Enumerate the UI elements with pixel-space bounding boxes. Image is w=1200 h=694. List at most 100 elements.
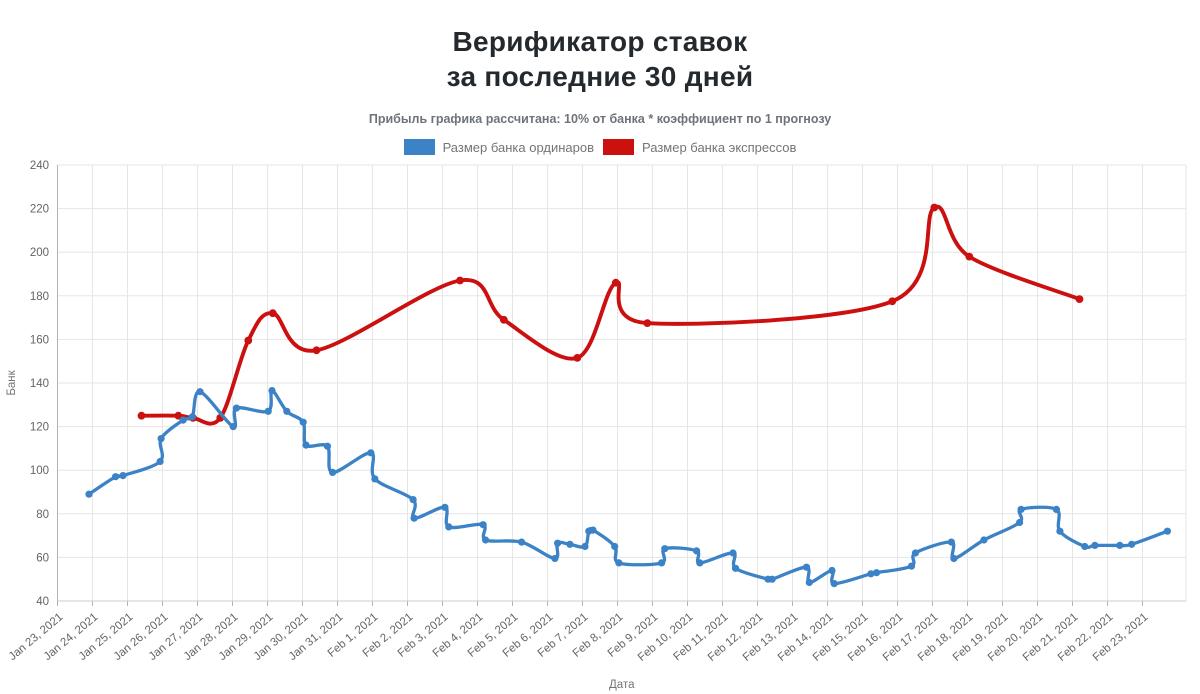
legend-label: Размер банка экспрессов — [642, 139, 797, 155]
legend-item-express[interactable]: Размер банка экспрессов — [603, 139, 796, 155]
series-point-express[interactable] — [312, 346, 321, 355]
series-point-ordinary[interactable] — [1128, 540, 1136, 548]
series-point-ordinary[interactable] — [950, 554, 958, 563]
series-point-ordinary[interactable] — [179, 416, 187, 424]
series-point-ordinary[interactable] — [615, 559, 623, 567]
y-axis-tick-label: 220 — [30, 204, 49, 216]
series-point-ordinary[interactable] — [830, 580, 838, 588]
series-point-ordinary[interactable] — [828, 566, 836, 575]
y-axis-tick-label: 200 — [30, 247, 49, 259]
series-point-express[interactable] — [930, 203, 939, 212]
series-point-ordinary[interactable] — [1017, 505, 1025, 513]
page-title-line1: Верификатор ставок — [452, 26, 748, 57]
series-point-ordinary[interactable] — [661, 545, 669, 553]
series-point-ordinary[interactable] — [441, 503, 449, 511]
series-point-ordinary[interactable] — [872, 569, 881, 577]
y-axis-tick-label: 80 — [36, 509, 49, 521]
series-line-ordinary[interactable] — [87, 388, 1170, 586]
y-axis-title: Банк — [6, 369, 18, 395]
series-point-ordinary[interactable] — [323, 442, 331, 450]
y-axis-tick-label: 100 — [30, 465, 49, 477]
series-point-express[interactable] — [611, 278, 620, 287]
series-point-express[interactable] — [643, 319, 652, 327]
series-point-ordinary[interactable] — [658, 559, 666, 567]
legend-swatch-icon — [603, 139, 635, 155]
series-point-ordinary[interactable] — [268, 387, 276, 395]
series-point-ordinary[interactable] — [119, 472, 127, 480]
series-point-ordinary[interactable] — [554, 539, 562, 547]
series-point-express[interactable] — [888, 297, 897, 306]
series-point-ordinary[interactable] — [232, 404, 240, 412]
series-point-ordinary[interactable] — [85, 490, 93, 498]
series-point-ordinary[interactable] — [980, 536, 988, 544]
series-point-ordinary[interactable] — [867, 570, 875, 578]
y-axis-tick-label: 120 — [30, 422, 49, 434]
series-point-ordinary[interactable] — [482, 536, 490, 544]
series-point-ordinary[interactable] — [479, 521, 487, 529]
series-point-ordinary[interactable] — [693, 547, 701, 555]
x-axis-title: Дата — [609, 679, 635, 691]
series-point-express[interactable] — [137, 411, 146, 420]
y-axis-tick-label: 180 — [30, 291, 49, 303]
series-point-ordinary[interactable] — [1052, 505, 1060, 513]
series-point-ordinary[interactable] — [1056, 527, 1064, 535]
series-point-ordinary[interactable] — [1016, 518, 1024, 527]
series-line-express[interactable] — [139, 204, 1082, 426]
series-point-express[interactable] — [456, 276, 464, 285]
series-point-ordinary[interactable] — [367, 449, 375, 457]
page-title-line2: за последние 30 дней — [446, 61, 754, 92]
y-axis-tick-label: 140 — [30, 378, 49, 390]
series-point-ordinary[interactable] — [1091, 541, 1099, 550]
series-point-ordinary[interactable] — [156, 457, 164, 466]
series-point-ordinary[interactable] — [1163, 527, 1171, 535]
series-point-express[interactable] — [499, 315, 508, 324]
series-point-ordinary[interactable] — [410, 514, 418, 522]
series-point-ordinary[interactable] — [409, 496, 417, 504]
series-point-ordinary[interactable] — [188, 413, 196, 421]
series-point-express[interactable] — [573, 354, 582, 362]
chart-subtitle: Прибыль графика рассчитана: 10% от банка… — [368, 112, 832, 126]
series-point-ordinary[interactable] — [302, 441, 310, 449]
series-point-ordinary[interactable] — [1081, 542, 1089, 551]
series-point-ordinary[interactable] — [696, 559, 704, 567]
series-point-ordinary[interactable] — [581, 542, 589, 551]
series-point-ordinary[interactable] — [264, 407, 272, 415]
series-point-ordinary[interactable] — [805, 578, 813, 587]
series-point-ordinary[interactable] — [229, 423, 237, 431]
series-point-express[interactable] — [174, 411, 183, 420]
series-point-ordinary[interactable] — [283, 407, 291, 415]
series-point-ordinary[interactable] — [731, 564, 740, 572]
series-point-express[interactable] — [1075, 295, 1084, 303]
series-point-ordinary[interactable] — [729, 549, 737, 557]
legend-swatch-icon — [403, 139, 435, 155]
series-point-ordinary[interactable] — [518, 538, 526, 546]
series-point-ordinary[interactable] — [112, 473, 120, 481]
series-point-ordinary[interactable] — [329, 468, 337, 476]
y-axis-tick-label: 40 — [36, 596, 49, 608]
series-point-ordinary[interactable] — [299, 418, 307, 426]
page-title: Верификатор ставок за последние 30 дней — [0, 24, 1200, 94]
series-point-ordinary[interactable] — [911, 549, 920, 557]
series-point-express[interactable] — [268, 309, 277, 318]
y-axis-tick-label: 160 — [30, 334, 49, 346]
series-point-ordinary[interactable] — [445, 523, 453, 531]
series-point-ordinary[interactable] — [589, 526, 597, 534]
series-point-ordinary[interactable] — [157, 435, 165, 443]
series-point-ordinary[interactable] — [196, 388, 204, 396]
series-point-ordinary[interactable] — [1116, 541, 1124, 550]
series-point-express[interactable] — [244, 336, 253, 345]
legend-label: Размер банка ординаров — [442, 139, 595, 155]
series-point-ordinary[interactable] — [947, 538, 956, 546]
series-point-ordinary[interactable] — [802, 563, 811, 571]
series-point-express[interactable] — [965, 252, 974, 261]
series-point-ordinary[interactable] — [611, 542, 619, 551]
legend-item-ordinary[interactable]: Размер банка ординаров — [403, 139, 595, 155]
series-point-ordinary[interactable] — [566, 540, 574, 548]
series-point-ordinary[interactable] — [371, 475, 379, 483]
y-axis-tick-label: 60 — [36, 552, 49, 564]
series-point-ordinary[interactable] — [907, 562, 916, 570]
series-point-ordinary[interactable] — [768, 575, 776, 583]
series-point-ordinary[interactable] — [551, 554, 559, 563]
